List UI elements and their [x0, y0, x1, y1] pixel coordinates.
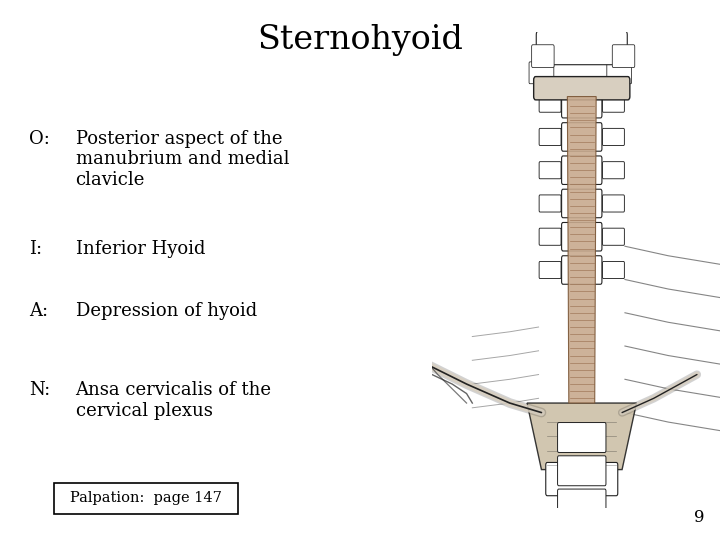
Text: Depression of hyoid: Depression of hyoid [76, 302, 257, 320]
FancyBboxPatch shape [562, 156, 602, 185]
FancyBboxPatch shape [539, 95, 561, 112]
FancyBboxPatch shape [546, 462, 618, 496]
FancyBboxPatch shape [562, 256, 602, 284]
FancyBboxPatch shape [603, 95, 624, 112]
FancyBboxPatch shape [536, 31, 627, 65]
FancyBboxPatch shape [562, 90, 602, 118]
FancyBboxPatch shape [539, 195, 561, 212]
FancyBboxPatch shape [539, 228, 561, 245]
FancyBboxPatch shape [562, 222, 602, 251]
FancyBboxPatch shape [557, 456, 606, 486]
FancyBboxPatch shape [539, 261, 561, 279]
FancyBboxPatch shape [562, 123, 602, 151]
FancyBboxPatch shape [543, 58, 621, 87]
FancyBboxPatch shape [603, 195, 624, 212]
Text: O:: O: [29, 130, 50, 147]
Text: Ansa cervicalis of the
cervical plexus: Ansa cervicalis of the cervical plexus [76, 381, 271, 420]
Bar [54, 483, 238, 514]
Ellipse shape [331, 265, 372, 351]
FancyBboxPatch shape [562, 189, 602, 218]
FancyBboxPatch shape [603, 129, 624, 145]
Text: I:: I: [29, 240, 42, 258]
Polygon shape [527, 403, 636, 470]
FancyBboxPatch shape [603, 161, 624, 179]
FancyBboxPatch shape [607, 62, 631, 84]
FancyBboxPatch shape [612, 45, 635, 68]
Text: Sternohyoid: Sternohyoid [257, 24, 463, 56]
FancyBboxPatch shape [539, 129, 561, 145]
Polygon shape [567, 97, 596, 403]
Text: Palpation:  page 147: Palpation: page 147 [70, 491, 222, 505]
FancyBboxPatch shape [603, 261, 624, 279]
FancyBboxPatch shape [557, 422, 606, 453]
FancyBboxPatch shape [603, 228, 624, 245]
FancyBboxPatch shape [529, 62, 554, 84]
FancyBboxPatch shape [539, 161, 561, 179]
FancyBboxPatch shape [557, 489, 606, 519]
Text: 9: 9 [693, 510, 704, 526]
FancyBboxPatch shape [531, 45, 554, 68]
Text: A:: A: [29, 302, 48, 320]
Text: N:: N: [29, 381, 50, 399]
FancyBboxPatch shape [534, 77, 630, 100]
Text: Inferior Hyoid: Inferior Hyoid [76, 240, 205, 258]
Text: Posterior aspect of the
manubrium and medial
clavicle: Posterior aspect of the manubrium and me… [76, 130, 289, 189]
